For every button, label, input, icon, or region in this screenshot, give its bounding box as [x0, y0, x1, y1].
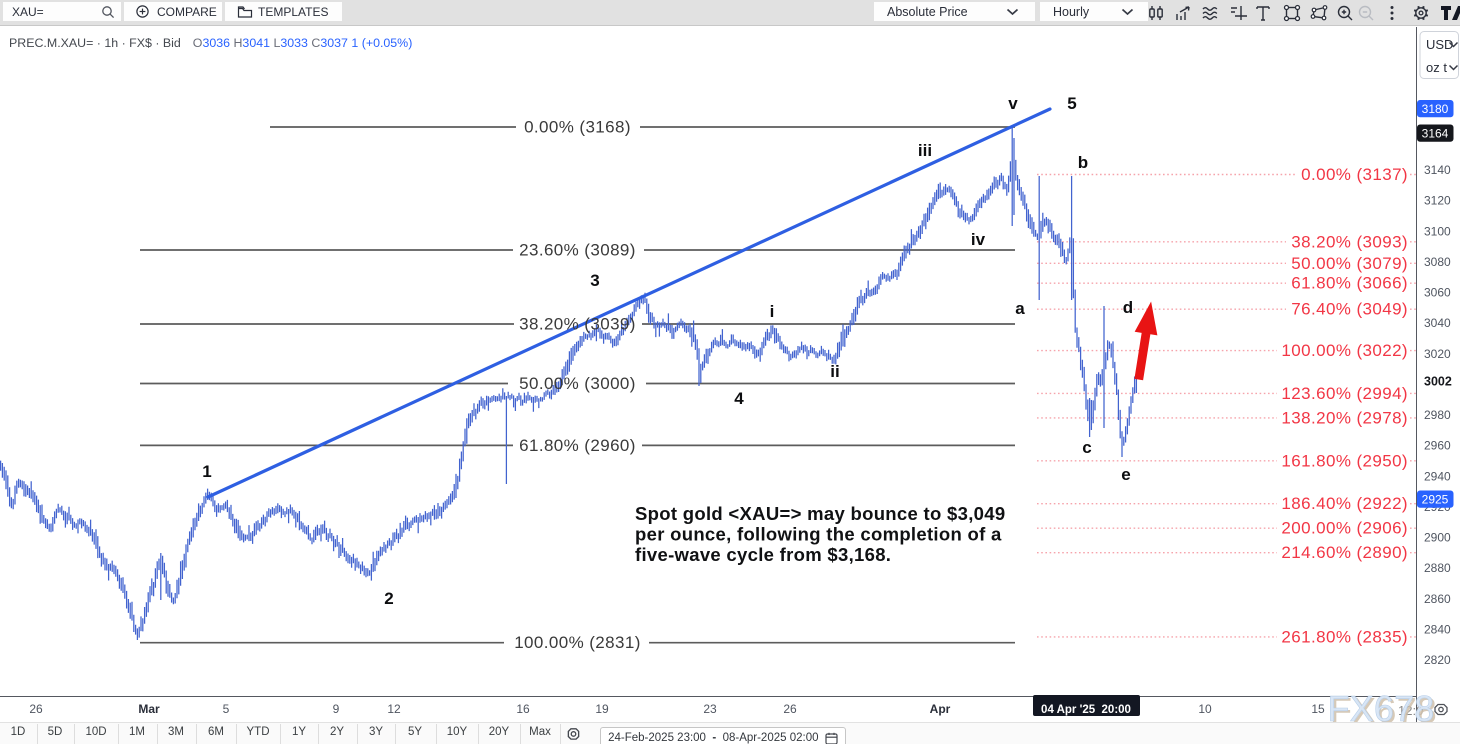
svg-text:3080: 3080 — [1424, 255, 1451, 269]
svg-text:3180: 3180 — [1422, 102, 1449, 116]
svg-text:138.20% (2978): 138.20% (2978) — [1281, 408, 1408, 427]
svg-text:19: 19 — [595, 702, 609, 716]
svg-text:23.60% (3089): 23.60% (3089) — [519, 241, 636, 260]
svg-text:3: 3 — [590, 271, 599, 290]
svg-text:16: 16 — [516, 702, 530, 716]
svg-text:2980: 2980 — [1424, 408, 1451, 422]
svg-text:2960: 2960 — [1424, 439, 1451, 453]
svg-text:2840: 2840 — [1424, 622, 1451, 636]
svg-text:oz t: oz t — [1426, 60, 1447, 75]
svg-text:161.80% (2950): 161.80% (2950) — [1281, 451, 1408, 470]
svg-text:10: 10 — [1198, 702, 1212, 716]
svg-text:2: 2 — [384, 589, 393, 608]
svg-text:9: 9 — [333, 702, 340, 716]
svg-text:26: 26 — [29, 702, 43, 716]
svg-text:5: 5 — [1067, 94, 1076, 113]
svg-text:61.80% (3066): 61.80% (3066) — [1291, 274, 1408, 293]
svg-text:USD: USD — [1426, 37, 1453, 52]
svg-text:214.60% (2890): 214.60% (2890) — [1281, 543, 1408, 562]
svg-text:50.00% (3079): 50.00% (3079) — [1291, 254, 1408, 273]
svg-text:2880: 2880 — [1424, 561, 1451, 575]
svg-text:v: v — [1008, 94, 1018, 113]
svg-text:iv: iv — [971, 230, 986, 249]
svg-text:50.00% (3000): 50.00% (3000) — [519, 374, 636, 393]
svg-text:26: 26 — [783, 702, 797, 716]
svg-text:per ounce, following the compl: per ounce, following the completion of a — [635, 524, 1002, 545]
svg-text:2925: 2925 — [1422, 493, 1449, 507]
svg-text:04 Apr '25 20:00: 04 Apr '25 20:00 — [1041, 704, 1131, 716]
svg-text:4: 4 — [734, 389, 744, 408]
svg-text:2860: 2860 — [1424, 592, 1451, 606]
svg-text:186.40% (2922): 186.40% (2922) — [1281, 494, 1408, 513]
svg-text:76.40% (3049): 76.40% (3049) — [1291, 300, 1408, 319]
svg-text:i: i — [770, 302, 775, 321]
svg-text:15: 15 — [1311, 702, 1325, 716]
svg-text:ii: ii — [830, 362, 839, 381]
svg-text:Spot gold <XAU=> may bounce to: Spot gold <XAU=> may bounce to $3,049 — [635, 503, 1005, 524]
svg-text:200.00% (2906): 200.00% (2906) — [1281, 519, 1408, 538]
svg-text:b: b — [1078, 153, 1088, 172]
svg-text:100.00% (2831): 100.00% (2831) — [514, 633, 641, 652]
svg-text:a: a — [1015, 299, 1025, 318]
svg-text:iii: iii — [918, 141, 932, 160]
svg-text:1: 1 — [202, 462, 211, 481]
svg-text:Mar: Mar — [138, 702, 160, 716]
svg-text:0.00% (3137): 0.00% (3137) — [1301, 165, 1408, 184]
svg-text:12: 12 — [387, 702, 401, 716]
svg-text:2820: 2820 — [1424, 653, 1451, 667]
svg-text:Apr: Apr — [930, 702, 951, 716]
svg-text:3120: 3120 — [1424, 194, 1451, 208]
svg-text:e: e — [1121, 465, 1130, 484]
svg-text:12:0: 12:0 — [1398, 703, 1423, 718]
svg-text:five-wave cycle from $3,168.: five-wave cycle from $3,168. — [635, 544, 891, 565]
svg-text:d: d — [1123, 298, 1133, 317]
svg-text:38.20% (3039): 38.20% (3039) — [519, 315, 636, 334]
svg-text:0.00% (3168): 0.00% (3168) — [524, 118, 631, 137]
svg-text:3002: 3002 — [1424, 374, 1452, 388]
svg-text:100.00% (3022): 100.00% (3022) — [1281, 341, 1408, 360]
svg-text:61.80% (2960): 61.80% (2960) — [519, 436, 636, 455]
svg-text:38.20% (3093): 38.20% (3093) — [1291, 232, 1408, 251]
svg-text:3060: 3060 — [1424, 286, 1451, 300]
svg-text:3040: 3040 — [1424, 316, 1451, 330]
svg-text:3020: 3020 — [1424, 347, 1451, 361]
svg-text:261.80% (2835): 261.80% (2835) — [1281, 627, 1408, 646]
svg-text:2900: 2900 — [1424, 531, 1451, 545]
svg-text:3140: 3140 — [1424, 163, 1451, 177]
svg-text:c: c — [1082, 438, 1091, 457]
svg-text:23: 23 — [703, 702, 717, 716]
svg-text:3164: 3164 — [1422, 127, 1449, 141]
svg-text:5: 5 — [223, 702, 230, 716]
svg-text:3100: 3100 — [1424, 224, 1451, 238]
svg-text:2940: 2940 — [1424, 469, 1451, 483]
svg-text:123.60% (2994): 123.60% (2994) — [1281, 384, 1408, 403]
